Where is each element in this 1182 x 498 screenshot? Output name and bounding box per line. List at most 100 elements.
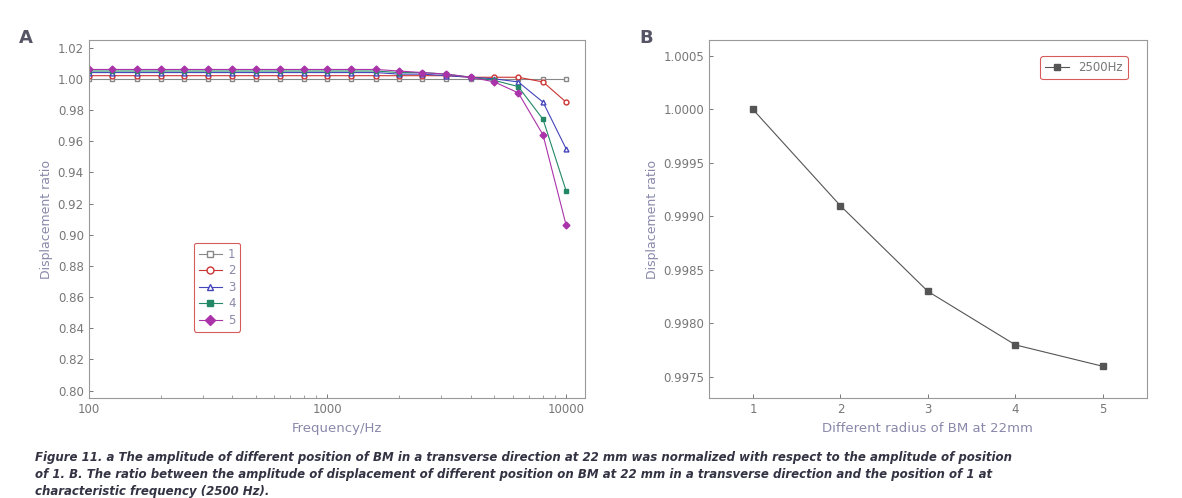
3 [465,74,479,80]
2 [82,73,96,79]
3 [272,70,286,76]
5 [320,66,335,72]
2500Hz [1008,342,1022,348]
3 [226,70,240,76]
5 [176,66,190,72]
4 [511,84,525,90]
5 [82,66,96,72]
Text: A: A [19,29,33,47]
4 [415,70,429,76]
2 [297,73,311,79]
Line: 3: 3 [86,70,569,151]
4 [226,68,240,74]
2 [559,99,573,105]
3 [440,73,454,79]
1 [297,76,311,82]
Text: Figure 11. a The amplitude of different position of BM in a transverse direction: Figure 11. a The amplitude of different … [35,451,1013,498]
1 [392,76,407,82]
2 [344,73,358,79]
1 [226,76,240,82]
4 [154,68,168,74]
2 [154,73,168,79]
1 [369,76,383,82]
3 [248,70,262,76]
4 [82,68,96,74]
X-axis label: Frequency/Hz: Frequency/Hz [292,422,382,435]
2 [130,73,144,79]
1 [248,76,262,82]
3 [176,70,190,76]
2500Hz [921,288,935,294]
4 [465,74,479,80]
4 [559,188,573,194]
1 [201,76,215,82]
1 [105,76,119,82]
5 [392,68,407,74]
4 [487,77,501,83]
1 [535,76,550,82]
5 [297,66,311,72]
5 [440,71,454,77]
4 [297,68,311,74]
4 [176,68,190,74]
4 [344,68,358,74]
5 [511,90,525,96]
1 [82,76,96,82]
1 [272,76,286,82]
2 [369,73,383,79]
1 [176,76,190,82]
5 [465,74,479,80]
2 [248,73,262,79]
3 [320,70,335,76]
3 [105,70,119,76]
4 [320,68,335,74]
1 [344,76,358,82]
2500Hz [746,107,760,113]
2500Hz [833,203,847,209]
5 [105,66,119,72]
2 [465,74,479,80]
4 [248,68,262,74]
4 [535,117,550,123]
Line: 1: 1 [86,76,569,81]
5 [344,66,358,72]
2 [415,73,429,79]
2 [201,73,215,79]
2 [487,74,501,80]
3 [535,99,550,105]
3 [511,79,525,85]
3 [559,146,573,152]
1 [415,76,429,82]
5 [272,66,286,72]
1 [465,76,479,82]
2 [320,73,335,79]
Text: B: B [639,29,652,47]
3 [369,70,383,76]
4 [130,68,144,74]
5 [559,223,573,229]
Line: 2: 2 [86,73,569,105]
5 [415,70,429,76]
3 [154,70,168,76]
5 [201,66,215,72]
Y-axis label: Displacement ratio: Displacement ratio [40,160,53,278]
4 [392,70,407,76]
3 [344,70,358,76]
5 [535,132,550,138]
3 [82,70,96,76]
2 [511,74,525,80]
3 [415,71,429,77]
2 [535,79,550,85]
Y-axis label: Displacement ratio: Displacement ratio [647,160,660,278]
2 [440,73,454,79]
5 [154,66,168,72]
Line: 2500Hz: 2500Hz [751,107,1105,369]
1 [320,76,335,82]
1 [511,76,525,82]
1 [559,76,573,82]
5 [226,66,240,72]
2 [272,73,286,79]
2 [105,73,119,79]
5 [369,66,383,72]
3 [487,76,501,82]
